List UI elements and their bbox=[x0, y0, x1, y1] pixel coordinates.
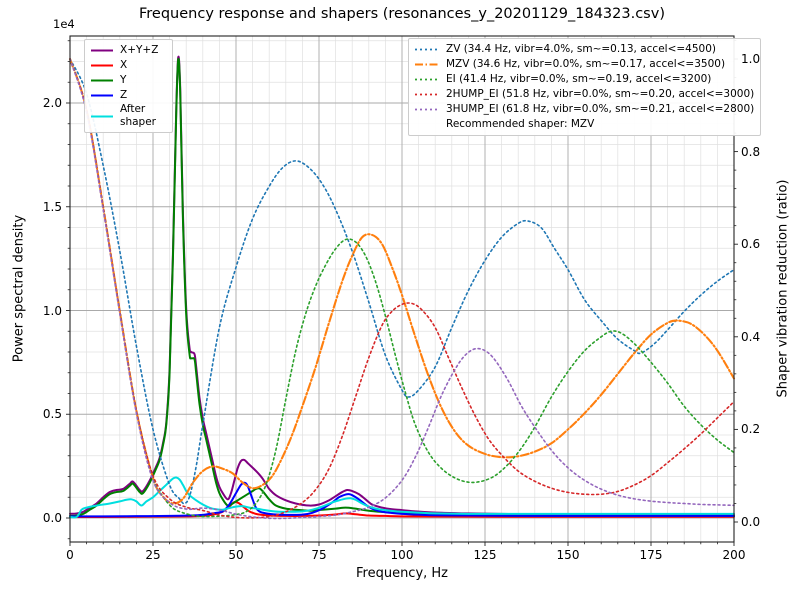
legend-line-sample bbox=[91, 49, 113, 52]
legend-item: X+Y+Z bbox=[90, 43, 166, 58]
y-left-tick-label: 1.5 bbox=[42, 199, 62, 214]
legend-left: X+Y+Z X Y Z After shaper bbox=[84, 39, 173, 133]
y-right-tick-label: 0.8 bbox=[741, 144, 761, 159]
legend-line-sample bbox=[91, 64, 113, 67]
legend-item-label: X bbox=[120, 59, 128, 71]
legend-item: ZV (34.4 Hz, vibr=4.0%, sm~=0.13, accel<… bbox=[414, 42, 754, 57]
series-line-X-Y-Z bbox=[69, 55, 735, 516]
y-right-tick-label: 0.4 bbox=[741, 329, 761, 344]
legend-line-sample bbox=[415, 108, 439, 111]
x-tick-label: 25 bbox=[145, 548, 161, 562]
series-line-2HUMP-EI bbox=[69, 58, 735, 519]
x-tick-label: 150 bbox=[556, 548, 580, 562]
legend-item: After shaper bbox=[90, 103, 166, 129]
recommended-shaper-note: Recommended shaper: MZV bbox=[446, 118, 595, 130]
legend-item-label: After shaper bbox=[120, 103, 157, 128]
series-line-MZV bbox=[68, 57, 736, 505]
chart-title: Frequency response and shapers (resonanc… bbox=[139, 6, 665, 22]
y-right-tick-label: 0.2 bbox=[741, 422, 761, 437]
y-axis-offset-label: 1e4 bbox=[53, 17, 75, 31]
series-line-3HUMP-EI bbox=[69, 58, 735, 520]
series-line-After-shaper bbox=[69, 476, 735, 519]
legend-right: ZV (34.4 Hz, vibr=4.0%, sm~=0.13, accel<… bbox=[408, 38, 762, 136]
legend-item: Z bbox=[90, 88, 166, 103]
legend-line-sample bbox=[415, 48, 439, 51]
legend-item: 3HUMP_EI (61.8 Hz, vibr=0.0%, sm~=0.21, … bbox=[414, 102, 754, 117]
y-right-tick-label: 0.6 bbox=[741, 237, 761, 252]
x-tick-label: 100 bbox=[390, 548, 414, 562]
legend-item-label: Y bbox=[120, 74, 127, 86]
legend-item: Y bbox=[90, 73, 166, 88]
legend-line-sample bbox=[415, 78, 439, 81]
y-left-tick-label: 1.0 bbox=[42, 303, 62, 318]
x-axis-label: Frequency, Hz bbox=[355, 566, 449, 581]
x-tick-label: 200 bbox=[722, 548, 746, 562]
x-tick-label: 50 bbox=[228, 548, 244, 562]
series-line-ZV bbox=[69, 58, 735, 505]
series-line-Z bbox=[69, 481, 735, 518]
y-left-tick-label: 0.0 bbox=[42, 511, 62, 525]
series-line-Y bbox=[69, 57, 735, 517]
legend-item-label: X+Y+Z bbox=[120, 44, 159, 56]
legend-item: 2HUMP_EI (51.8 Hz, vibr=0.0%, sm~=0.20, … bbox=[414, 87, 754, 102]
x-tick-label: 75 bbox=[311, 548, 327, 562]
legend-item: X bbox=[90, 58, 166, 73]
legend-line-sample bbox=[91, 115, 113, 117]
y-axis-right-label: Shaper vibration reduction (ratio) bbox=[775, 179, 791, 398]
legend-line-sample bbox=[415, 93, 439, 96]
legend-item-label: EI (41.4 Hz, vibr=0.0%, sm~=0.19, accel<… bbox=[446, 73, 712, 85]
legend-item-label: Z bbox=[120, 89, 128, 101]
y-right-tick-label: 0.0 bbox=[741, 515, 761, 529]
y-axis-left-label: Power spectral density bbox=[11, 214, 27, 363]
legend-line-sample bbox=[91, 79, 113, 82]
series-line-EI bbox=[69, 58, 735, 518]
legend-item-label: 2HUMP_EI (51.8 Hz, vibr=0.0%, sm~=0.20, … bbox=[446, 88, 755, 100]
y-left-tick-label: 2.0 bbox=[42, 96, 62, 110]
x-tick-label: 125 bbox=[473, 548, 497, 562]
x-tick-label: 0 bbox=[66, 548, 74, 562]
legend-item-label: ZV (34.4 Hz, vibr=4.0%, sm~=0.13, accel<… bbox=[446, 43, 716, 55]
y-right-tick-label: 1.0 bbox=[741, 52, 761, 66]
legend-item-label: MZV (34.6 Hz, vibr=0.0%, sm~=0.17, accel… bbox=[446, 58, 726, 70]
x-tick-label: 175 bbox=[639, 548, 663, 562]
legend-item-label: 3HUMP_EI (61.8 Hz, vibr=0.0%, sm~=0.21, … bbox=[446, 103, 755, 115]
legend-item: EI (41.4 Hz, vibr=0.0%, sm~=0.19, accel<… bbox=[414, 72, 754, 87]
y-left-tick-label: 0.5 bbox=[42, 407, 62, 422]
legend-line-sample bbox=[415, 63, 439, 66]
legend-line-sample bbox=[91, 94, 113, 97]
legend-item: MZV (34.6 Hz, vibr=0.0%, sm~=0.17, accel… bbox=[414, 57, 754, 72]
